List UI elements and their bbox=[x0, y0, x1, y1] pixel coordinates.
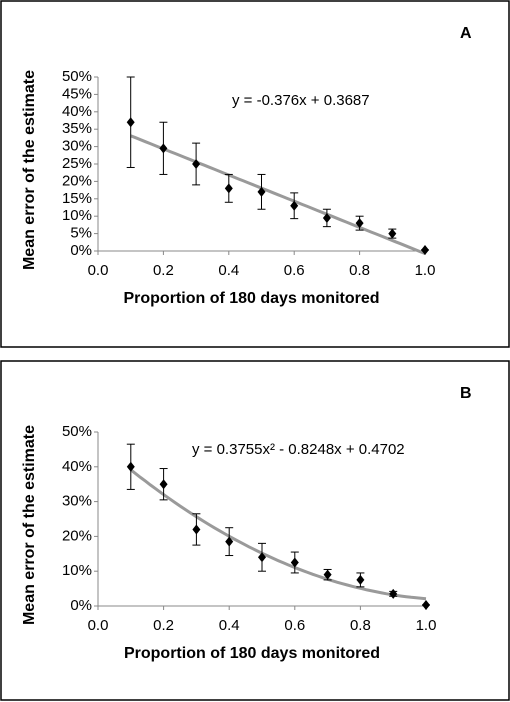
trendline bbox=[130, 134, 426, 255]
marker bbox=[192, 159, 201, 169]
marker bbox=[322, 212, 331, 223]
x-tick-label: 0.2 bbox=[153, 262, 174, 279]
x-tick-label: 1.0 bbox=[415, 262, 436, 279]
x-tick-label: 0.4 bbox=[218, 262, 239, 279]
x-tick-label: 0.4 bbox=[219, 617, 240, 634]
panel-label: B bbox=[460, 385, 472, 402]
x-tick-label: 0.8 bbox=[349, 262, 370, 279]
trendline-equation: y = 0.3755x² - 0.8248x + 0.4702 bbox=[192, 441, 405, 458]
y-tick-label: 0% bbox=[70, 242, 92, 259]
panel-frame bbox=[0, 0, 510, 348]
y-tick-label: 40% bbox=[62, 103, 92, 120]
x-axis-label: Proportion of 180 days monitored bbox=[124, 645, 380, 662]
y-tick-label: 5% bbox=[70, 225, 92, 242]
marker bbox=[389, 588, 398, 599]
marker bbox=[323, 569, 332, 580]
marker bbox=[356, 574, 365, 585]
marker bbox=[290, 200, 299, 211]
x-tick-label: 0.2 bbox=[153, 617, 174, 634]
x-tick-label: 0.0 bbox=[88, 617, 109, 634]
trendline bbox=[129, 468, 427, 601]
x-tick-label: 1.0 bbox=[416, 617, 437, 634]
y-tick-label: 30% bbox=[62, 138, 92, 155]
marker bbox=[159, 479, 168, 490]
marker bbox=[126, 461, 135, 472]
y-tick-label: 0% bbox=[70, 597, 92, 614]
y-tick-label: 20% bbox=[62, 527, 92, 544]
y-tick-label: 35% bbox=[62, 120, 92, 137]
marker bbox=[355, 218, 364, 229]
y-tick-label: 40% bbox=[62, 458, 92, 475]
y-axis-label: Mean error of the estimate bbox=[21, 425, 38, 625]
marker bbox=[421, 244, 429, 255]
marker bbox=[422, 599, 430, 610]
y-tick-label: 15% bbox=[62, 190, 92, 207]
y-tick-label: 25% bbox=[62, 155, 92, 172]
marker bbox=[257, 186, 266, 197]
x-tick-label: 0.0 bbox=[88, 262, 109, 279]
marker bbox=[192, 524, 201, 535]
y-tick-label: 10% bbox=[62, 562, 92, 579]
y-tick-label: 20% bbox=[62, 172, 92, 189]
trendline-equation: y = -0.376x + 0.3687 bbox=[232, 92, 370, 109]
y-tick-label: 30% bbox=[62, 493, 92, 510]
marker bbox=[224, 183, 233, 194]
marker bbox=[126, 117, 135, 128]
marker bbox=[225, 536, 234, 547]
marker bbox=[159, 143, 168, 154]
x-tick-label: 0.6 bbox=[284, 617, 305, 634]
x-tick-label: 0.8 bbox=[350, 617, 371, 634]
x-tick-label: 0.6 bbox=[284, 262, 305, 279]
marker bbox=[388, 228, 397, 239]
y-tick-label: 50% bbox=[62, 423, 92, 440]
y-tick-label: 10% bbox=[62, 207, 92, 224]
marker bbox=[290, 557, 299, 568]
x-axis-label: Proportion of 180 days monitored bbox=[123, 290, 379, 307]
y-tick-label: 45% bbox=[62, 85, 92, 102]
marker bbox=[258, 552, 266, 563]
panel-frame bbox=[0, 360, 510, 701]
y-tick-label: 50% bbox=[62, 68, 92, 85]
y-axis-label: Mean error of the estimate bbox=[21, 70, 38, 270]
panel-label: A bbox=[460, 25, 472, 42]
